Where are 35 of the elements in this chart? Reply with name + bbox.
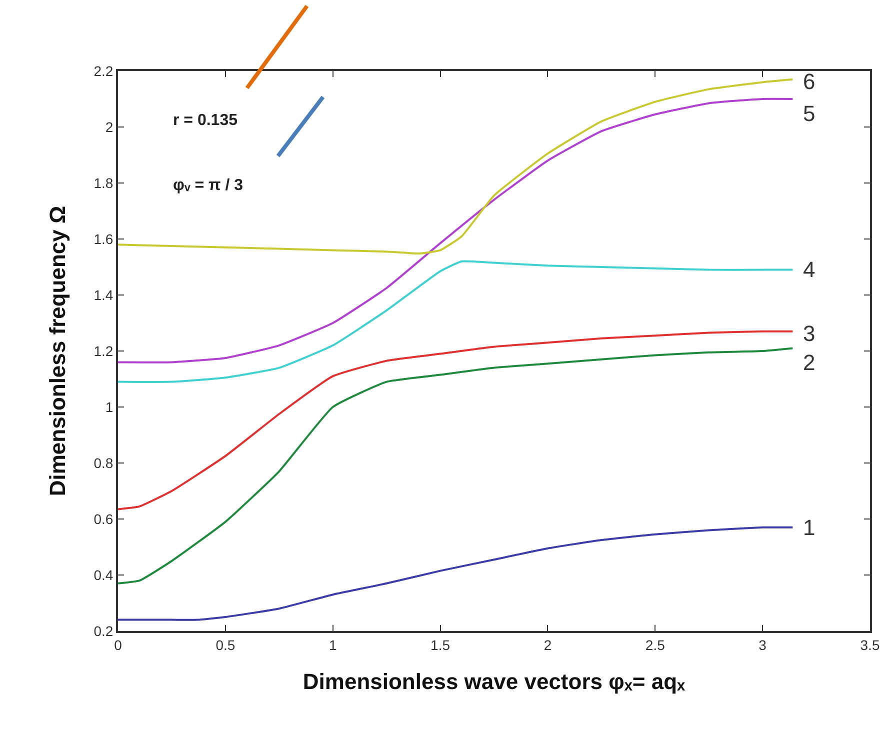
- series-label: 4: [803, 257, 816, 282]
- y-tick-label: 1.8: [94, 174, 114, 191]
- annotation: r = 0.135: [173, 112, 238, 129]
- y-tick-label: 0.4: [94, 566, 114, 583]
- x-tick-label: 0.5: [216, 636, 236, 653]
- y-tick-label: 0.2: [94, 622, 114, 639]
- line-series: [118, 347, 794, 584]
- y-tick-label: 1.2: [94, 342, 114, 359]
- series-label: 5: [803, 101, 816, 126]
- annotation: φᵥ = π / 3: [173, 177, 244, 194]
- x-tick-label: 2.5: [645, 636, 666, 653]
- series-label: 6: [803, 69, 816, 94]
- x-tick-label: 3.5: [860, 636, 880, 653]
- y-tick-label: 1: [105, 398, 114, 415]
- line-series: [118, 98, 794, 364]
- line-series: [118, 330, 794, 510]
- x-tick-label: 2: [544, 636, 552, 653]
- x-tick-label: 1.5: [430, 636, 450, 653]
- series-label: 2: [803, 350, 816, 375]
- y-axis-title: Dimensionless frequency Ω: [45, 206, 70, 496]
- line-series: [118, 78, 794, 255]
- y-tick-label: 0.6: [94, 510, 114, 527]
- x-tick-label: 1: [328, 636, 337, 653]
- y-tick-label: 2: [105, 118, 114, 135]
- x-tick-label: 3: [758, 636, 767, 653]
- y-tick-label: 1.4: [94, 286, 114, 303]
- line-series: [118, 260, 794, 383]
- series-label: 1: [803, 515, 816, 540]
- y-tick-label: 2.2: [94, 62, 114, 79]
- y-tick-label: 0.8: [94, 454, 114, 471]
- x-tick-label: 0: [114, 636, 122, 653]
- line-series: [118, 526, 794, 621]
- x-axis-title: Dimensionless wave vectors φₓ= aqₓ: [302, 669, 686, 694]
- y-tick-label: 1.6: [94, 230, 114, 247]
- series-label: 3: [803, 321, 816, 346]
